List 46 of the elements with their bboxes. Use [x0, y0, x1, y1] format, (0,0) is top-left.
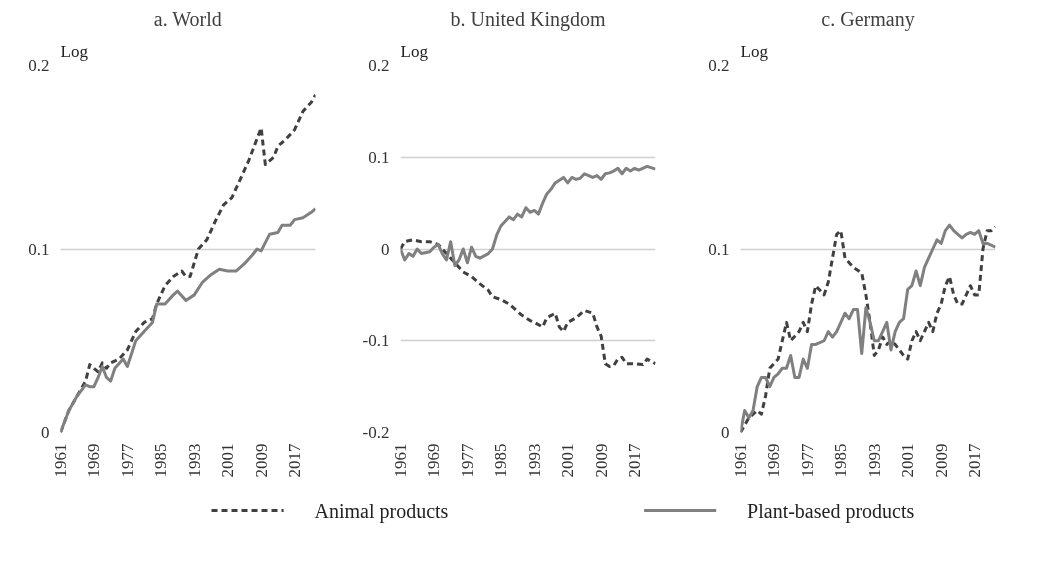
y-axis-title: Log: [60, 41, 89, 61]
x-tick-label: 2001: [558, 443, 578, 478]
chart-title: b. United Kingdom: [450, 7, 606, 31]
x-tick-label: 1969: [84, 443, 104, 478]
y-axis-title: Log: [400, 41, 429, 61]
y-tick-label: 0.2: [708, 56, 730, 75]
y-tick-label: 0: [41, 423, 50, 442]
y-tick-label: 0.1: [368, 147, 390, 167]
x-tick-label: 2017: [285, 443, 305, 478]
x-tick-label: 1977: [117, 443, 137, 478]
x-tick-label: 2001: [218, 443, 238, 478]
chart-title: c. Germany: [821, 7, 915, 31]
x-tick-label: 1969: [764, 443, 784, 478]
x-tick-label: 2009: [251, 443, 271, 478]
x-tick-label: 1969: [424, 443, 444, 478]
x-tick-label: 1961: [391, 443, 410, 478]
x-tick-label: 1977: [797, 443, 817, 478]
y-tick-label: 0: [721, 423, 730, 442]
x-tick-label: 1961: [51, 443, 70, 478]
x-tick-label: 2009: [591, 443, 611, 478]
x-tick-label: 2001: [898, 443, 918, 478]
x-tick-label: 1993: [184, 443, 204, 478]
legend-label: Plant-based products: [747, 499, 915, 523]
y-tick-label: 0.2: [368, 56, 390, 75]
y-tick-label: -0.1: [362, 331, 390, 351]
y-tick-label: 0: [381, 239, 390, 259]
x-tick-label: 1985: [831, 443, 851, 478]
line-series: [60, 207, 316, 433]
line-series: [400, 238, 656, 368]
y-tick-label: -0.2: [362, 423, 390, 442]
x-tick-label: 1977: [457, 443, 477, 478]
x-tick-label: 1961: [731, 443, 750, 478]
y-tick-label: 0.1: [708, 239, 730, 259]
x-tick-label: 2009: [931, 443, 951, 478]
x-tick-label: 1993: [524, 443, 544, 478]
y-axis-title: Log: [740, 41, 769, 61]
chart-title: a. World: [153, 7, 222, 30]
legend-label: Animal products: [314, 499, 449, 523]
x-tick-label: 1985: [151, 443, 171, 478]
x-tick-label: 1993: [864, 443, 884, 478]
y-tick-label: 0.2: [28, 56, 50, 75]
x-tick-label: 1985: [491, 443, 511, 478]
x-tick-label: 2017: [965, 443, 985, 478]
line-series: [400, 164, 656, 268]
y-tick-label: 0.1: [28, 239, 50, 259]
x-tick-label: 2017: [625, 443, 645, 478]
